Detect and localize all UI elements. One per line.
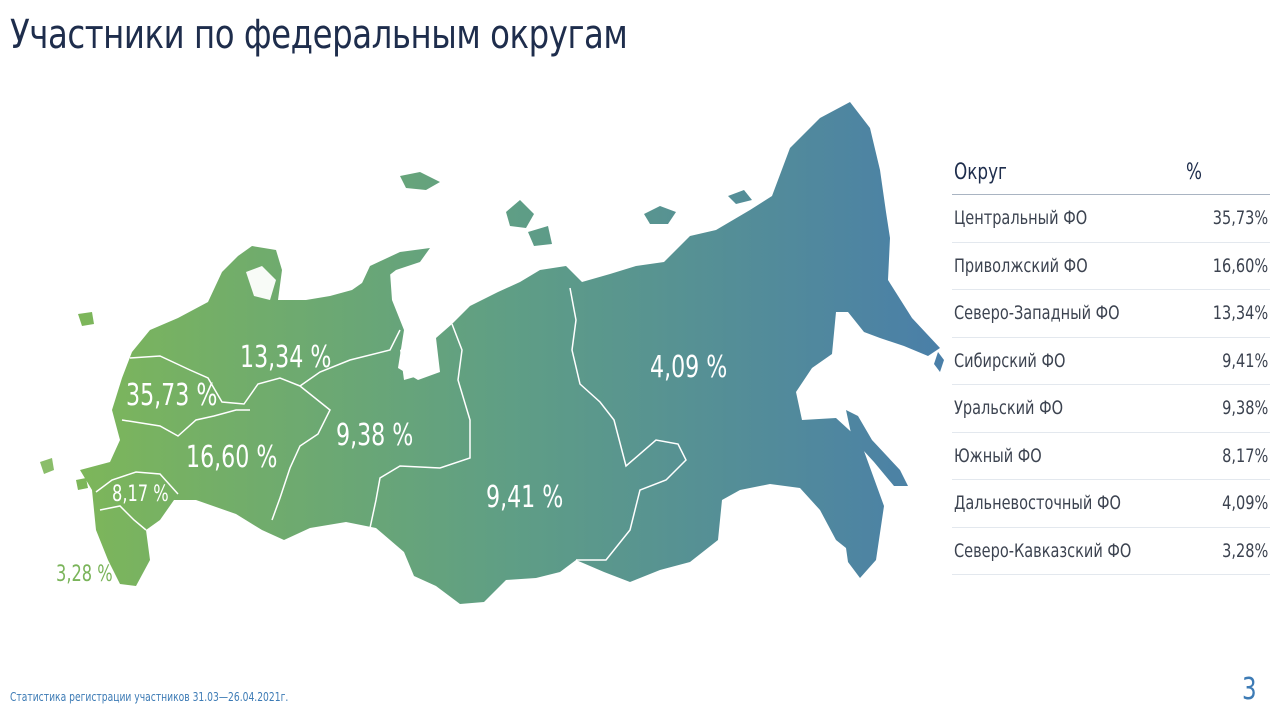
legend-row-value: 16,60% — [1212, 254, 1268, 277]
legend-row: Северо-Западный ФО 13,34% — [952, 290, 1270, 338]
novaya-zemlya — [356, 248, 430, 300]
border-ufo-sfo — [369, 323, 471, 529]
map-label-ufo: 9,38 % — [336, 418, 414, 453]
legend-row-name: Сибирский ФО — [954, 349, 1066, 372]
legend-row-name: Уральский ФО — [954, 397, 1064, 419]
caspian-bit — [40, 458, 54, 474]
new-siberian-islands — [644, 206, 676, 224]
map-label-skfo: 3,28 % — [56, 562, 113, 587]
west-islet — [76, 478, 88, 490]
district-legend-table: Округ % Центральный ФО 35,73% Приволжски… — [952, 150, 1270, 575]
border-cfo-szfo — [129, 355, 301, 405]
legend-row: Уральский ФО 9,38% — [952, 385, 1270, 433]
legend-header-district: Округ — [954, 160, 1007, 185]
page-title: Участники по федеральным округам — [10, 12, 628, 58]
border-sfo-dfo — [569, 287, 687, 561]
sakhalin — [846, 410, 908, 486]
page-number: 3 — [1242, 672, 1257, 707]
border-cfo-pfo — [121, 409, 250, 437]
severnaya-zemlya-2 — [528, 226, 552, 246]
legend-row-value: 35,73% — [1212, 207, 1268, 229]
map-landmass — [40, 102, 944, 604]
legend-row-value: 9,41% — [1221, 349, 1268, 372]
legend-row-name: Южный ФО — [954, 444, 1042, 467]
white-sea-gap — [400, 340, 428, 380]
franz-josef-land — [400, 172, 440, 190]
footer-note: Статистика регистрации участников 31.03—… — [10, 690, 289, 704]
legend-row-name: Северо-Западный ФО — [954, 302, 1120, 324]
map-label-pfo: 16,60 % — [186, 440, 278, 475]
legend-row-value: 8,17% — [1221, 444, 1268, 467]
wrangel-island — [728, 190, 752, 204]
legend-row: Северо-Кавказский ФО 3,28% — [952, 528, 1270, 575]
kuril-islands — [934, 352, 944, 372]
legend-row: Сибирский ФО 9,41% — [952, 338, 1270, 385]
border-pfo-ufo — [271, 385, 331, 521]
severnaya-zemlya — [506, 200, 534, 228]
legend-row-value: 13,34% — [1212, 302, 1268, 324]
border-skfo — [99, 505, 147, 531]
legend-row-name: Дальневосточный ФО — [954, 492, 1121, 514]
kaliningrad — [78, 312, 94, 326]
border-szfo-ufo — [299, 329, 401, 387]
legend-row-value: 9,38% — [1221, 397, 1268, 419]
legend-row-name: Центральный ФО — [954, 207, 1088, 229]
map-label-sfo: 9,41 % — [486, 480, 564, 515]
map-label-cfo: 35,73 % — [126, 378, 218, 413]
legend-header: Округ % — [952, 150, 1270, 195]
legend-row-value: 3,28% — [1221, 539, 1268, 562]
map-label-dfo: 4,09 % — [650, 350, 728, 385]
white-lake — [246, 266, 276, 300]
legend-row-name: Северо-Кавказский ФО — [954, 539, 1132, 562]
legend-row: Южный ФО 8,17% — [952, 433, 1270, 480]
map-label-yfo: 8,17 % — [112, 482, 169, 507]
border-yfo — [95, 471, 179, 495]
legend-row: Дальневосточный ФО 4,09% — [952, 480, 1270, 528]
kola-peninsula — [238, 246, 282, 270]
legend-row-name: Приволжский ФО — [954, 254, 1088, 277]
map-label-szfo: 13,34 % — [240, 340, 332, 375]
legend-row: Приволжский ФО 16,60% — [952, 243, 1270, 290]
mainland-shape — [80, 102, 940, 604]
legend-row: Центральный ФО 35,73% — [952, 195, 1270, 243]
district-borders — [95, 287, 687, 561]
legend-row-value: 4,09% — [1221, 492, 1268, 514]
legend-header-percent: % — [1186, 160, 1202, 185]
